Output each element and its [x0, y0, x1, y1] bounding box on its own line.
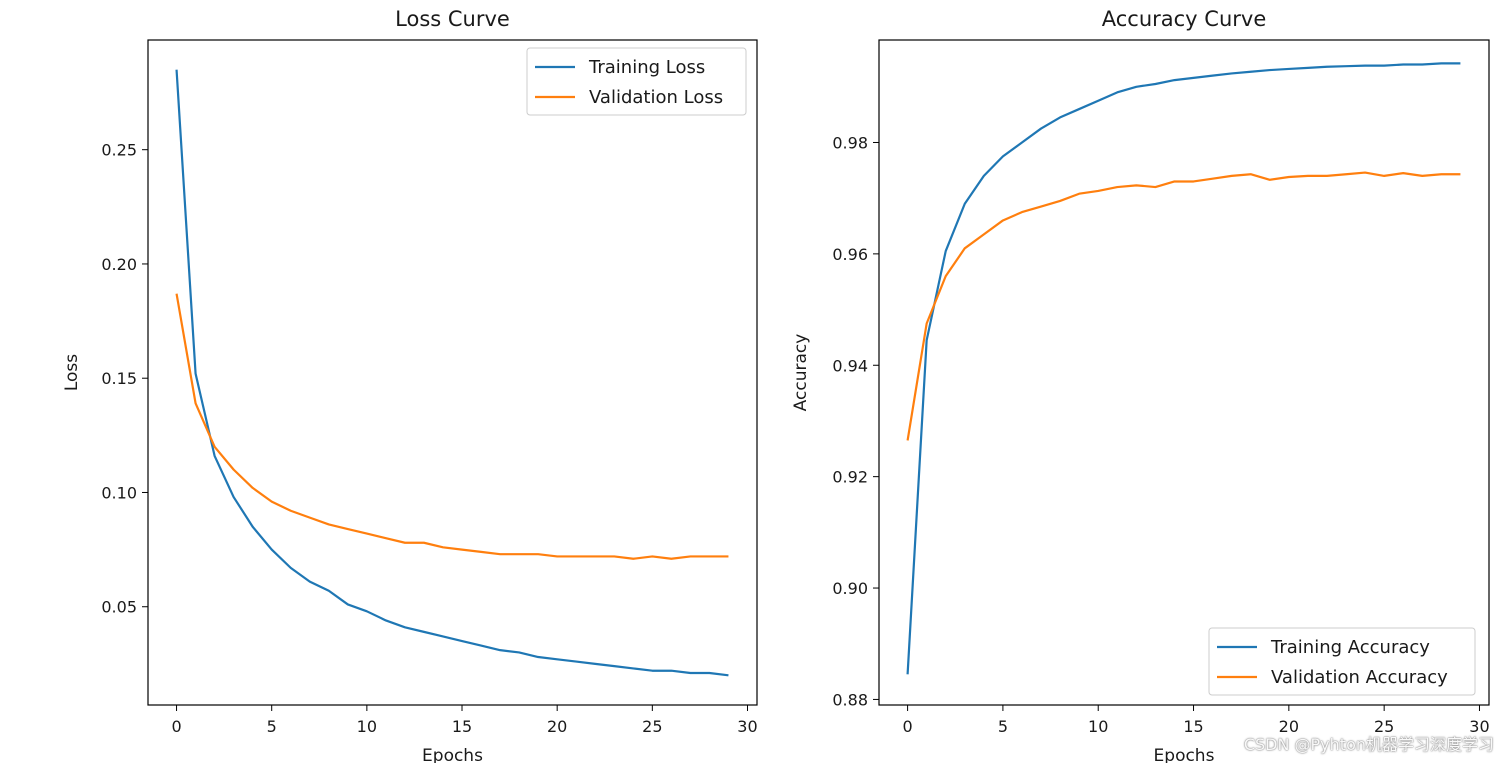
chart-1-legend-label: Training Accuracy: [1270, 637, 1430, 658]
chart-0-ytick-label: 0.25: [101, 141, 137, 160]
chart-0-xtick-label: 30: [737, 717, 757, 736]
chart-1-ytick-label: 0.90: [832, 579, 868, 598]
chart-1-legend-label: Validation Accuracy: [1271, 667, 1448, 688]
chart-0-axes-frame: [147, 39, 758, 706]
chart-1-xlabel: Epochs: [1154, 746, 1215, 763]
chart-0-series-training-loss-line: [175, 69, 729, 677]
chart-0-xlabel: Epochs: [422, 746, 483, 763]
chart-0-legend-label: Validation Loss: [589, 87, 723, 108]
chart-0-xtick-label: 15: [452, 717, 472, 736]
chart-0-xtick-label: 20: [547, 717, 567, 736]
chart-0-xtick-label: 0: [171, 717, 181, 736]
chart-0-ytick-label: 0.10: [101, 483, 137, 502]
chart-0-xtick-label: 5: [267, 717, 277, 736]
chart-1-xtick-label: 20: [1279, 717, 1299, 736]
chart-1-series-validation-accuracy-line: [906, 171, 1461, 441]
chart-1-ylabel: Accuracy: [791, 334, 811, 412]
watermark: CSDN @Pyhton机器学习深度学习: [1243, 735, 1494, 754]
chart-1-ytick-label: 0.94: [832, 356, 868, 375]
chart-1-xtick-label: 5: [998, 717, 1008, 736]
chart-1-xtick-label: 15: [1183, 717, 1203, 736]
chart-1-ytick-label: 0.92: [832, 468, 868, 487]
chart-1-legend-box: [1208, 627, 1476, 696]
chart-0-title: Loss Curve: [395, 7, 510, 31]
chart-1-ytick-label: 0.98: [832, 133, 868, 152]
chart-1-legend: Training Accuracy Validation Accuracy: [1208, 627, 1476, 696]
chart-0-legend-box: [526, 47, 747, 116]
chart-1-title: Accuracy Curve: [1102, 7, 1267, 31]
chart-1-xtick-label: 0: [903, 717, 913, 736]
chart-0-legend-label: Training Loss: [588, 57, 705, 78]
loss-curve-panel: Loss Curve 0 5 10 15 20 25 30 0.05 0.10 0.15 0.20 0.…: [62, 7, 758, 763]
chart-0-legend: Training Loss Validation Loss: [526, 47, 747, 116]
chart-0-ytick-label: 0.05: [101, 598, 137, 617]
chart-0-xtick-label: 25: [642, 717, 662, 736]
chart-1-ytick-label: 0.96: [832, 245, 868, 264]
chart-0-ylabel: Loss: [62, 354, 82, 391]
chart-0-xtick-label: 10: [357, 717, 377, 736]
chart-1-ytick-label: 0.88: [832, 690, 868, 709]
chart-1-xtick-label: 30: [1469, 717, 1489, 736]
accuracy-curve-panel: Accuracy Curve 0 5 10 15 20 25 30 0.88 0.90 0.92 0.…: [791, 7, 1490, 763]
chart-1-xtick-label: 10: [1088, 717, 1108, 736]
chart-1-axes-frame: [878, 39, 1490, 706]
chart-1-xtick-label: 25: [1374, 717, 1394, 736]
chart-0-series-validation-loss-line: [175, 293, 729, 560]
chart-0-ytick-label: 0.20: [101, 255, 137, 274]
chart-1-series-training-accuracy-line: [906, 62, 1461, 675]
chart-0-ytick-label: 0.15: [101, 369, 137, 388]
